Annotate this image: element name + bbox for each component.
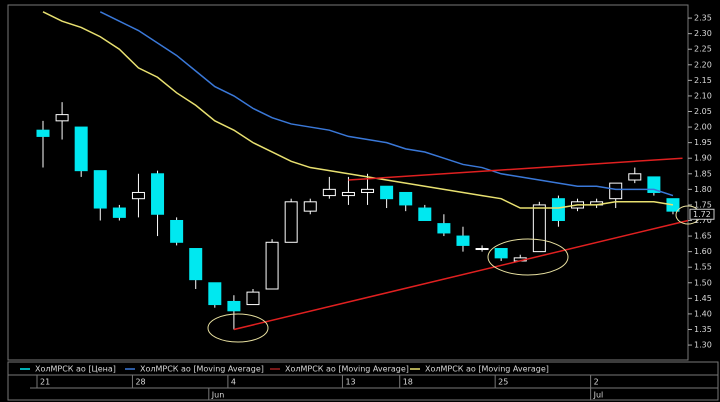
candle-body — [494, 248, 508, 259]
candle-body — [265, 241, 279, 290]
candle-body — [361, 188, 375, 193]
candle-body — [456, 235, 470, 246]
candle-body — [418, 207, 432, 221]
trend-line — [348, 157, 683, 181]
y-tick-label: 1.50 — [694, 278, 712, 287]
y-tick-label: 1.90 — [694, 154, 712, 163]
y-tick-label: 1.85 — [694, 169, 712, 178]
y-tick-label: 1.80 — [694, 185, 712, 194]
y-tick-label: 2.20 — [694, 60, 712, 69]
candle-body — [284, 201, 298, 243]
candle-body — [532, 204, 546, 253]
y-tick-label: 2.35 — [694, 14, 712, 23]
candle-body — [380, 185, 394, 200]
y-tick-label: 1.30 — [694, 341, 712, 350]
plot-area — [36, 11, 688, 331]
candle-body — [303, 201, 317, 212]
candle-body — [437, 223, 451, 234]
highlight-ellipse — [207, 313, 269, 343]
legend-label: ХолМРСК ао [Moving Average] — [140, 365, 264, 374]
last-price-label: 1.72 — [693, 210, 711, 219]
x-tick-label: 25 — [498, 378, 508, 387]
legend-label: ХолМРСК ао [Moving Average] — [425, 365, 549, 374]
moving-average — [99, 11, 674, 197]
y-tick-label: 2.00 — [694, 123, 712, 132]
legend-label: ХолМРСК ао [Moving Average] — [285, 365, 409, 374]
month-label: Jun — [211, 391, 225, 400]
y-tick-label: 2.15 — [694, 76, 712, 85]
y-tick-label: 1.35 — [694, 325, 712, 334]
x-tick-label: 28 — [135, 378, 145, 387]
candle-body — [628, 173, 642, 181]
candle-body — [341, 191, 355, 197]
plot-frame — [7, 4, 689, 361]
last-price-box — [689, 208, 715, 220]
candle-body — [227, 300, 241, 312]
candle-body — [609, 182, 623, 200]
candle-body — [399, 191, 413, 206]
month-label: Jul — [593, 391, 604, 400]
y-tick-label: 2.10 — [694, 91, 712, 100]
x-tick-label: 13 — [345, 378, 355, 387]
x-tick-label: 2 — [594, 378, 599, 387]
footer-frame — [7, 361, 719, 401]
y-tick-label: 2.30 — [694, 29, 712, 38]
candle-body — [151, 173, 165, 215]
y-tick-label: 1.60 — [694, 247, 712, 256]
y-tick-label: 1.65 — [694, 232, 712, 241]
candle-body — [170, 219, 184, 243]
candle-body — [322, 188, 336, 197]
y-tick-label: 1.45 — [694, 294, 712, 303]
x-tick-label: 21 — [40, 378, 50, 387]
x-tick-label: 18 — [403, 378, 413, 387]
candle-body — [246, 291, 260, 306]
candle-body — [647, 176, 661, 193]
candle-body — [93, 170, 107, 209]
x-tick-label: 4 — [231, 378, 236, 387]
y-tick-label: 2.05 — [694, 107, 712, 116]
y-tick-label: 1.75 — [694, 200, 712, 209]
candle-body — [74, 126, 88, 172]
candle-body — [36, 129, 50, 137]
y-tick-label: 1.70 — [694, 216, 712, 225]
candle-body — [112, 207, 126, 218]
candle-body — [208, 282, 222, 306]
moving-average — [42, 11, 674, 209]
legend-label: ХолМРСК ао [Цена] — [35, 365, 116, 374]
y-tick-label: 1.40 — [694, 309, 712, 318]
candle-body — [55, 114, 69, 122]
candle-body — [131, 191, 145, 200]
y-tick-label: 1.95 — [694, 138, 712, 147]
y-tick-label: 1.55 — [694, 263, 712, 272]
candle-body — [475, 248, 489, 251]
candle-body — [551, 198, 565, 221]
highlight-ellipse — [487, 238, 569, 276]
y-tick-label: 2.25 — [694, 45, 712, 54]
candle-body — [189, 248, 203, 281]
trend-line — [233, 219, 688, 331]
